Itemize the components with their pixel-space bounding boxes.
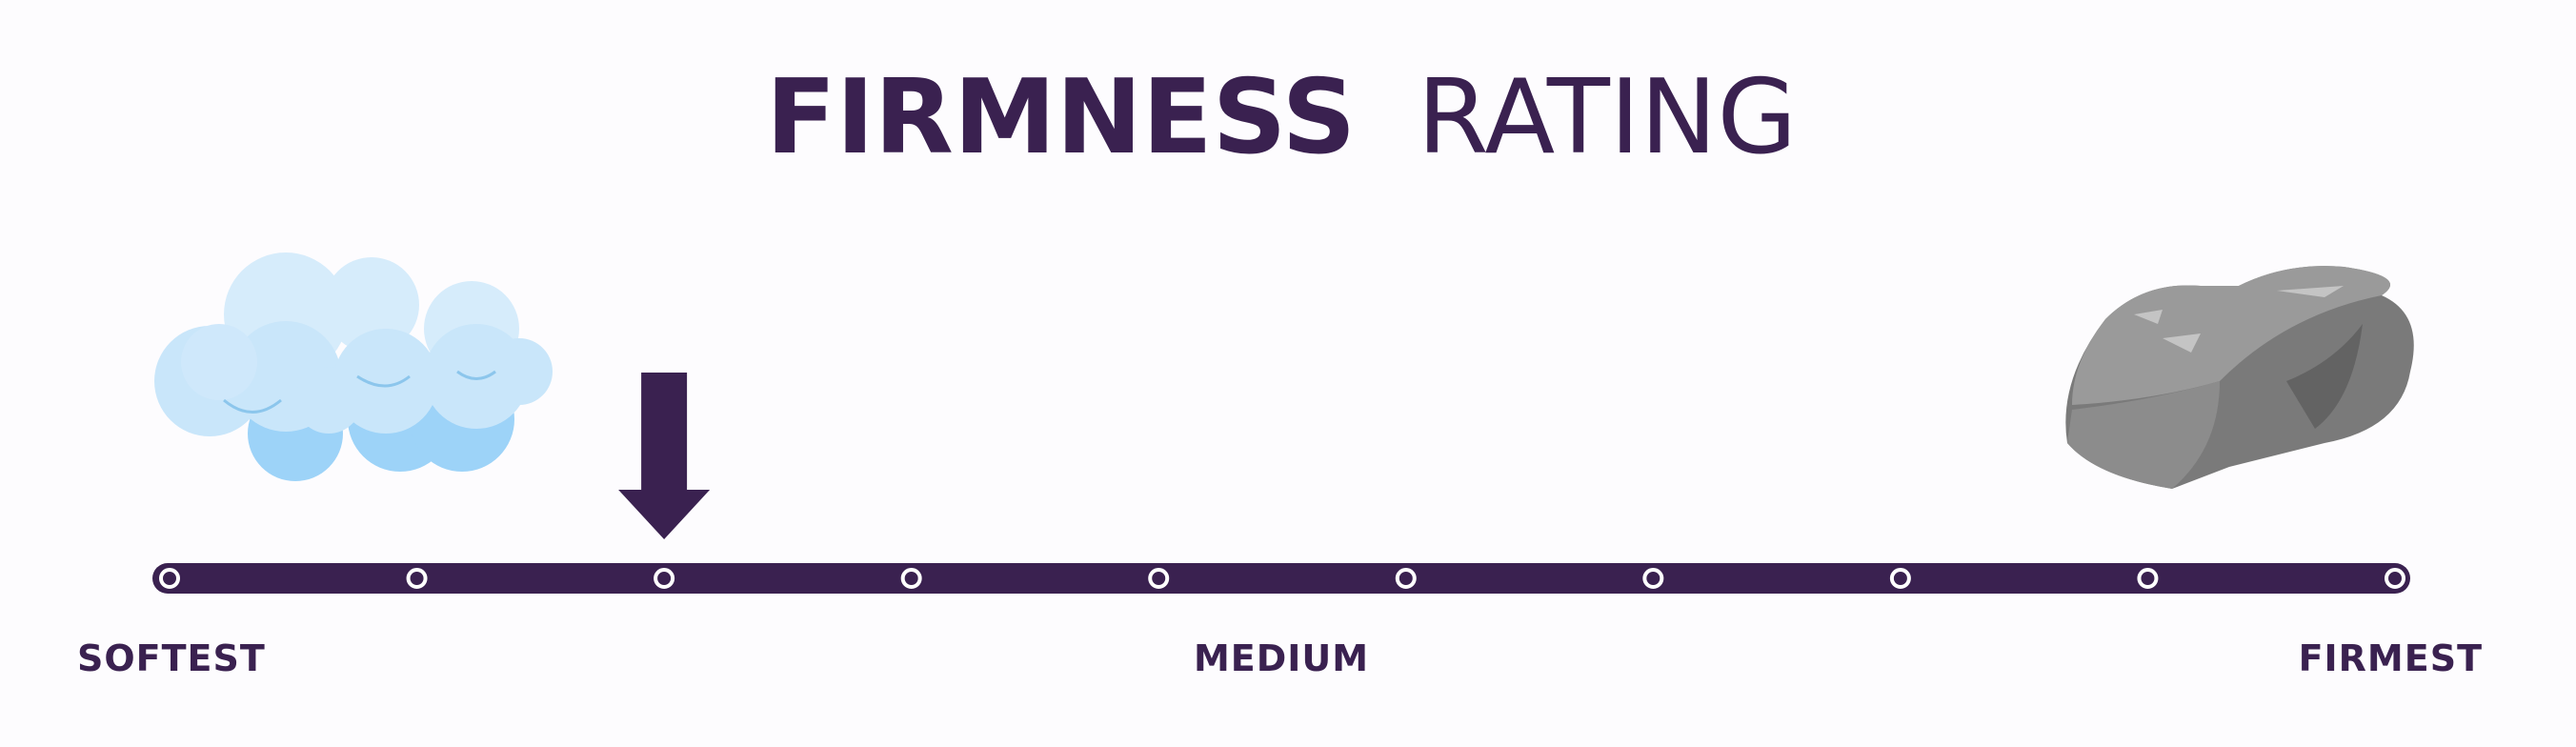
cloud-icon [154, 252, 553, 481]
rock-icon [2065, 266, 2414, 489]
title: FIRMNESS RATING [766, 58, 1797, 177]
scale-bar [152, 563, 2410, 594]
scale-dot [1889, 568, 1911, 589]
label-low: SOFTEST [77, 637, 266, 679]
scale-dot [1395, 568, 1417, 589]
label-high: FIRMEST [2299, 637, 2483, 679]
scale-dot [1148, 568, 1170, 589]
label-mid: MEDIUM [1194, 637, 1369, 679]
scale-dot [2137, 568, 2159, 589]
scale-dot [654, 568, 675, 589]
scale-dot [1642, 568, 1664, 589]
scale-dot [2385, 568, 2405, 589]
scale-dot [159, 568, 180, 589]
rating-arrow [618, 373, 711, 539]
scale-dot [900, 568, 922, 589]
scale-dot [406, 568, 428, 589]
title-light: RATING [1418, 58, 1797, 177]
title-bold: FIRMNESS [766, 58, 1356, 177]
